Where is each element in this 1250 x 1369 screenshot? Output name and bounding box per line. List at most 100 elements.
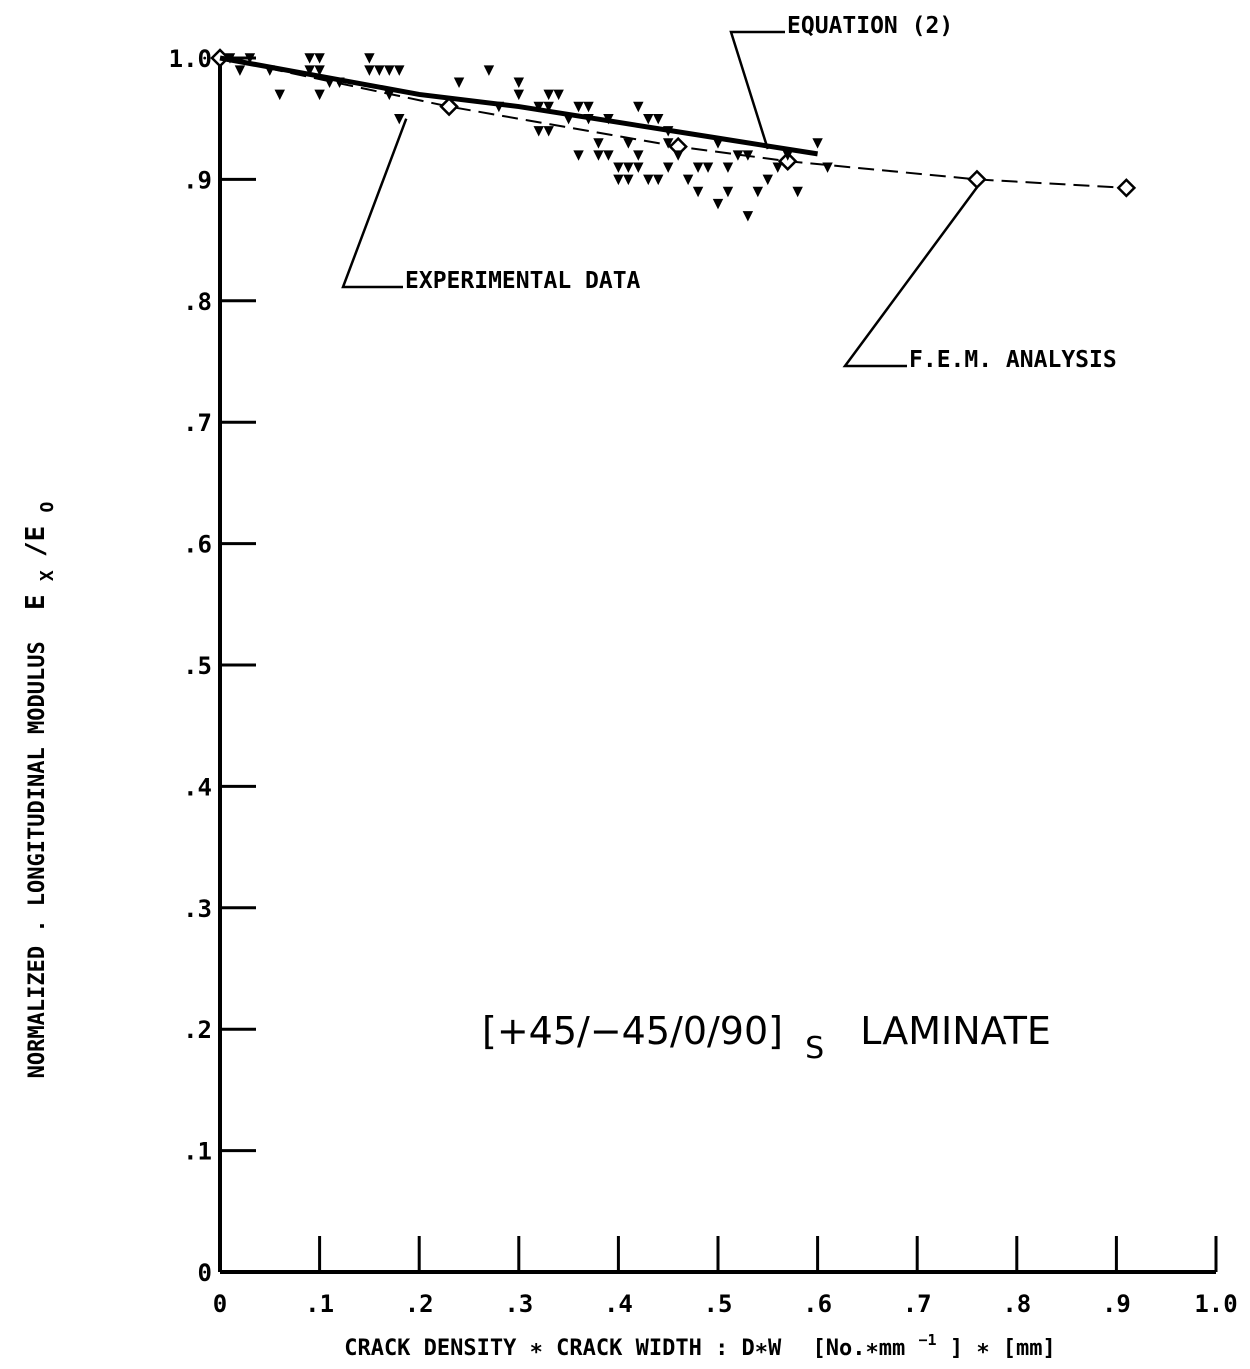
experimental-data-point: [224, 53, 236, 64]
fem-analysis-point: [1116, 178, 1137, 198]
experimental-data-point: [314, 65, 325, 76]
x-tick-label: .3: [504, 1290, 533, 1318]
x-tick-label: .1: [305, 1290, 334, 1318]
y-axis-title-o-sub: O: [37, 501, 58, 512]
experimental-data-point: [692, 186, 704, 198]
experimental-data-point: [483, 65, 495, 76]
experimental-data-point: [653, 113, 664, 125]
experimental-data-point: [553, 89, 564, 101]
y-tick-label: .7: [183, 409, 212, 437]
experimental-data-point: [364, 53, 375, 64]
experimental-data-point: [712, 198, 724, 210]
x-tick-label: .9: [1102, 1290, 1131, 1318]
experimental-data-point: [672, 150, 684, 161]
experimental-data-point: [274, 89, 285, 101]
x-axis-title-main: CRACK DENSITY ∗ CRACK WIDTH : D∗W: [344, 1336, 782, 1361]
experimental-data-point: [772, 162, 783, 173]
experimental-data-point: [304, 53, 315, 64]
y-axis-title-slash-e: /E: [21, 526, 51, 557]
experimental-data-point: [662, 162, 674, 173]
experimental-data-point: [623, 162, 634, 173]
experimental-data-point: [513, 77, 525, 88]
experimental-data-point: [364, 65, 375, 76]
x-axis-title-units-exp: −1: [919, 1331, 937, 1349]
experimental-data-point: [573, 150, 584, 161]
y-tick-label: .6: [183, 531, 212, 559]
experimental-data-point: [613, 174, 624, 186]
experimental-data-point: [394, 65, 405, 76]
experimental-data-point: [682, 174, 694, 186]
experimental-data-point: [543, 101, 554, 113]
experimental-data-point: [762, 174, 774, 186]
y-tick-label: 1.0: [169, 45, 212, 73]
experimental-data-point: [653, 174, 664, 186]
experimental-data-point: [662, 138, 674, 149]
experimental-data-point: [543, 89, 554, 101]
experimental-data-point: [533, 101, 544, 113]
experimental-data-point: [563, 113, 574, 125]
x-axis-title-units-a: [No.∗mm: [813, 1336, 906, 1361]
x-axis-title-units-b: ] ∗ [mm]: [950, 1336, 1056, 1361]
experimental-data-point: [722, 186, 734, 198]
experimental-data-point: [394, 113, 405, 125]
experimental-data-point: [593, 150, 604, 161]
experimental-data-point: [374, 65, 385, 76]
experimental-data-point: [643, 174, 654, 186]
experimental-data-point: [812, 138, 823, 149]
y-tick-label: .5: [183, 652, 212, 680]
callout-layer: EQUATION (2) EXPERIMENTAL DATA F.E.M. ANAL…: [341, 13, 1117, 373]
experimental-data-point: [314, 89, 325, 101]
experimental-data-point: [613, 162, 624, 173]
experimental-data-point: [603, 150, 614, 161]
x-tick-label: .7: [903, 1290, 932, 1318]
axes: [218, 58, 1216, 1274]
y-axis-title-x-sub: X: [37, 570, 58, 581]
equation-2-callout-label: EQUATION (2): [787, 13, 953, 39]
y-tick-label: .9: [183, 166, 212, 194]
experimental-data-point: [573, 101, 584, 113]
experimental-data-point: [493, 101, 505, 113]
x-tick-label: .6: [803, 1290, 832, 1318]
experimental-data-point: [583, 101, 594, 113]
x-tick-label: .5: [704, 1290, 733, 1318]
experimental-data-point: [453, 77, 465, 88]
experimental-data-point: [384, 65, 395, 76]
experimental-data-point: [593, 138, 604, 149]
y-tick-label: .1: [183, 1138, 212, 1166]
experimental-data-point: [623, 174, 634, 186]
y-axis-title: NORMALIZED . LONGITUDINAL MODULUS E X /E…: [21, 501, 59, 1078]
experimental-data-point: [722, 162, 734, 173]
experimental-data-point: [234, 65, 246, 76]
y-tick-label: .2: [183, 1016, 212, 1044]
experimental-data-leader: [341, 118, 408, 289]
experimental-data-point: [583, 113, 594, 125]
experimental-data-point: [712, 138, 724, 149]
y-tick-label: .3: [183, 895, 212, 923]
x-axis-title: CRACK DENSITY ∗ CRACK WIDTH : D∗W [No.∗m…: [344, 1326, 1056, 1361]
x-tick-label: 0: [213, 1290, 227, 1318]
x-tick-label: 1.0: [1194, 1290, 1237, 1318]
experimental-data-point: [752, 186, 764, 198]
experimental-data-point: [822, 162, 833, 173]
experimental-data-point: [732, 150, 744, 161]
x-tick-label: .8: [1002, 1290, 1031, 1318]
experimental-data-point: [782, 150, 793, 161]
laminate-annotation-main: [+45/−45/0/90]: [482, 1009, 783, 1053]
experimental-data-point: [643, 113, 654, 125]
experimental-data-point: [334, 77, 345, 88]
fem-analysis-point: [439, 96, 459, 117]
experimental-data-point: [692, 162, 704, 173]
y-axis-title-e: E: [21, 594, 51, 610]
y-axis-title-main: NORMALIZED . LONGITUDINAL MODULUS: [25, 641, 50, 1078]
experimental-data-point: [264, 65, 276, 76]
experimental-data-point: [603, 113, 614, 125]
equation-2-leader: [729, 30, 785, 150]
experimental-data-point: [792, 186, 803, 198]
experimental-data-point: [633, 101, 644, 113]
laminate-annotation-subscript: S: [805, 1031, 824, 1066]
y-tick-label: .4: [183, 773, 212, 801]
laminate-annotation-suffix: LAMINATE: [860, 1009, 1051, 1053]
experimental-data-callout-label: EXPERIMENTAL DATA: [405, 268, 641, 294]
experimental-data-point: [324, 77, 335, 88]
